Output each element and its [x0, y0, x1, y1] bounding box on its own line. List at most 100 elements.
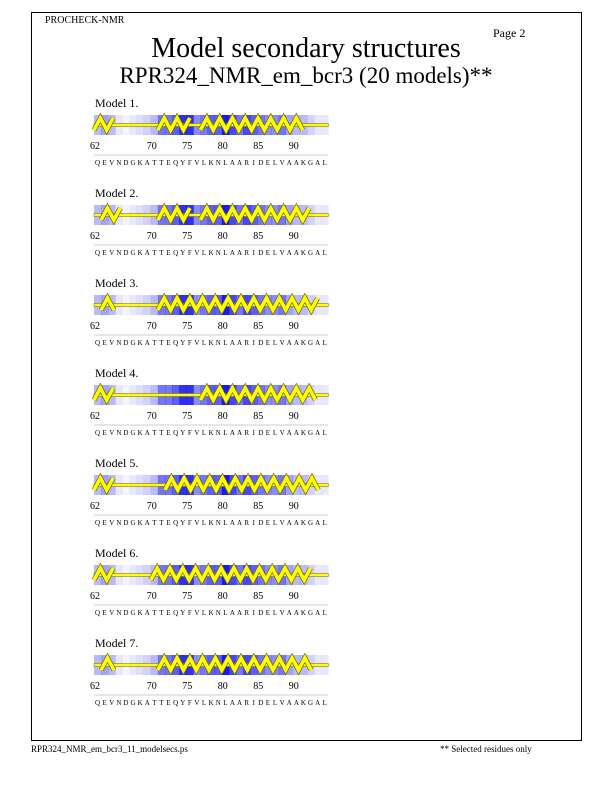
tick-label: 80 — [218, 411, 228, 422]
residue-letter: V — [109, 249, 114, 257]
residue-letter: V — [109, 609, 114, 617]
residue-letter: R — [244, 339, 249, 347]
residue-letter: N — [216, 429, 221, 437]
residue-letter: G — [131, 339, 136, 347]
residue-letter: D — [258, 249, 263, 257]
residue-letter: Q — [95, 699, 100, 707]
residue-letter: E — [166, 339, 170, 347]
residue-letter: N — [116, 699, 121, 707]
residue-letter: L — [202, 429, 206, 437]
residue-letter: L — [323, 249, 327, 257]
residue-letter: D — [258, 429, 263, 437]
residue-letter: A — [237, 249, 242, 257]
residue-letter: K — [138, 519, 143, 527]
residue-letter: N — [216, 249, 221, 257]
helix — [198, 204, 311, 224]
residue-letter: D — [123, 609, 128, 617]
tick-label: 85 — [253, 231, 263, 242]
helix — [149, 564, 313, 584]
tick-label: 75 — [182, 501, 192, 512]
residue-letter: E — [103, 159, 107, 167]
residue-letter: K — [209, 249, 214, 257]
residue-letter: D — [258, 339, 263, 347]
residue-letter: E — [266, 429, 270, 437]
page-frame — [31, 12, 582, 741]
residue-letter: R — [244, 699, 249, 707]
residue-letter: D — [258, 519, 263, 527]
residue-letter: A — [145, 249, 150, 257]
residue-letter: A — [145, 429, 150, 437]
helix — [99, 204, 122, 224]
residue-letter: V — [280, 609, 285, 617]
residue-letter: V — [280, 519, 285, 527]
residue-letter: L — [273, 159, 277, 167]
residue-letter: K — [209, 339, 214, 347]
residue-letter: N — [116, 249, 121, 257]
residue-letter: V — [280, 699, 285, 707]
helix — [198, 384, 318, 404]
residue-letter: Y — [180, 249, 185, 257]
residue-letter: L — [223, 609, 227, 617]
residue-letter: N — [216, 339, 221, 347]
residue-letter: D — [123, 699, 128, 707]
residue-letter: L — [273, 429, 277, 437]
residue-letter: R — [244, 159, 249, 167]
tick-label: 90 — [289, 411, 299, 422]
residue-letter: T — [159, 699, 164, 707]
tick-label: 80 — [218, 141, 228, 152]
model-label: Model 5. — [95, 456, 138, 470]
tick-label: 62 — [90, 321, 100, 332]
tick-label: 75 — [182, 591, 192, 602]
model-1: Model 1.62 70 75 80 85 90Q E V N D G K A T T E Q Y F V L K N L A… — [90, 96, 329, 167]
tick-label: 75 — [182, 681, 192, 692]
residue-letter: G — [131, 609, 136, 617]
residue-letter: E — [266, 339, 270, 347]
model-4: Model 4.62 70 75 80 85 90Q E V N D G K A T T E Q Y F V L K N L A… — [90, 366, 329, 437]
tick-label: 85 — [253, 411, 263, 422]
residue-letter: N — [116, 519, 121, 527]
residue-letter: N — [216, 609, 221, 617]
residue-letter: G — [131, 519, 136, 527]
tick-label: 75 — [182, 231, 192, 242]
residue-letter: Y — [180, 159, 185, 167]
residue-letter: Y — [180, 429, 185, 437]
model-6: Model 6.62 70 75 80 85 90Q E V N D G K A T T E Q Y F V L K N L A… — [90, 546, 329, 617]
residue-letter: Q — [95, 429, 100, 437]
residue-letter: Y — [180, 699, 185, 707]
tick-label: 90 — [289, 321, 299, 332]
residue-letter: Q — [173, 519, 178, 527]
helix — [99, 294, 116, 311]
residue-letter: A — [230, 609, 235, 617]
tick-label: 70 — [147, 501, 157, 512]
residue-letter: G — [131, 429, 136, 437]
residue-letter: L — [273, 699, 277, 707]
residue-letter: A — [237, 699, 242, 707]
footer-note: ** Selected residues only — [440, 744, 532, 754]
helix — [198, 114, 305, 134]
residue-letter: E — [103, 249, 107, 257]
residue-letter: F — [188, 339, 192, 347]
model-2: Model 2.62 70 75 80 85 90Q E V N D G K A T T E Q Y F V L K N L A… — [90, 186, 329, 257]
residue-letter: A — [145, 699, 150, 707]
residue-letter: D — [123, 519, 128, 527]
residue-letter: Q — [173, 159, 178, 167]
residue-letter: A — [315, 609, 320, 617]
residue-letter: A — [145, 159, 150, 167]
residue-letter: Q — [95, 609, 100, 617]
residue-letter: A — [294, 159, 299, 167]
page-number: Page 2 — [493, 26, 526, 40]
tick-label: 80 — [218, 501, 228, 512]
residue-letter: A — [294, 339, 299, 347]
residue-letter: F — [188, 249, 192, 257]
model-3: Model 3.62 70 75 80 85 90Q E V N D G K A T T E Q Y F V L K N L A… — [90, 276, 329, 347]
tick-label: 85 — [253, 681, 263, 692]
residue-letter: K — [209, 699, 214, 707]
residue-letter: A — [287, 339, 292, 347]
residue-letter: L — [202, 519, 206, 527]
tick-label: 80 — [218, 231, 228, 242]
residue-letter: G — [308, 699, 313, 707]
residue-letter: I — [253, 429, 256, 437]
residue-letter: L — [202, 339, 206, 347]
residue-letter: D — [123, 429, 128, 437]
